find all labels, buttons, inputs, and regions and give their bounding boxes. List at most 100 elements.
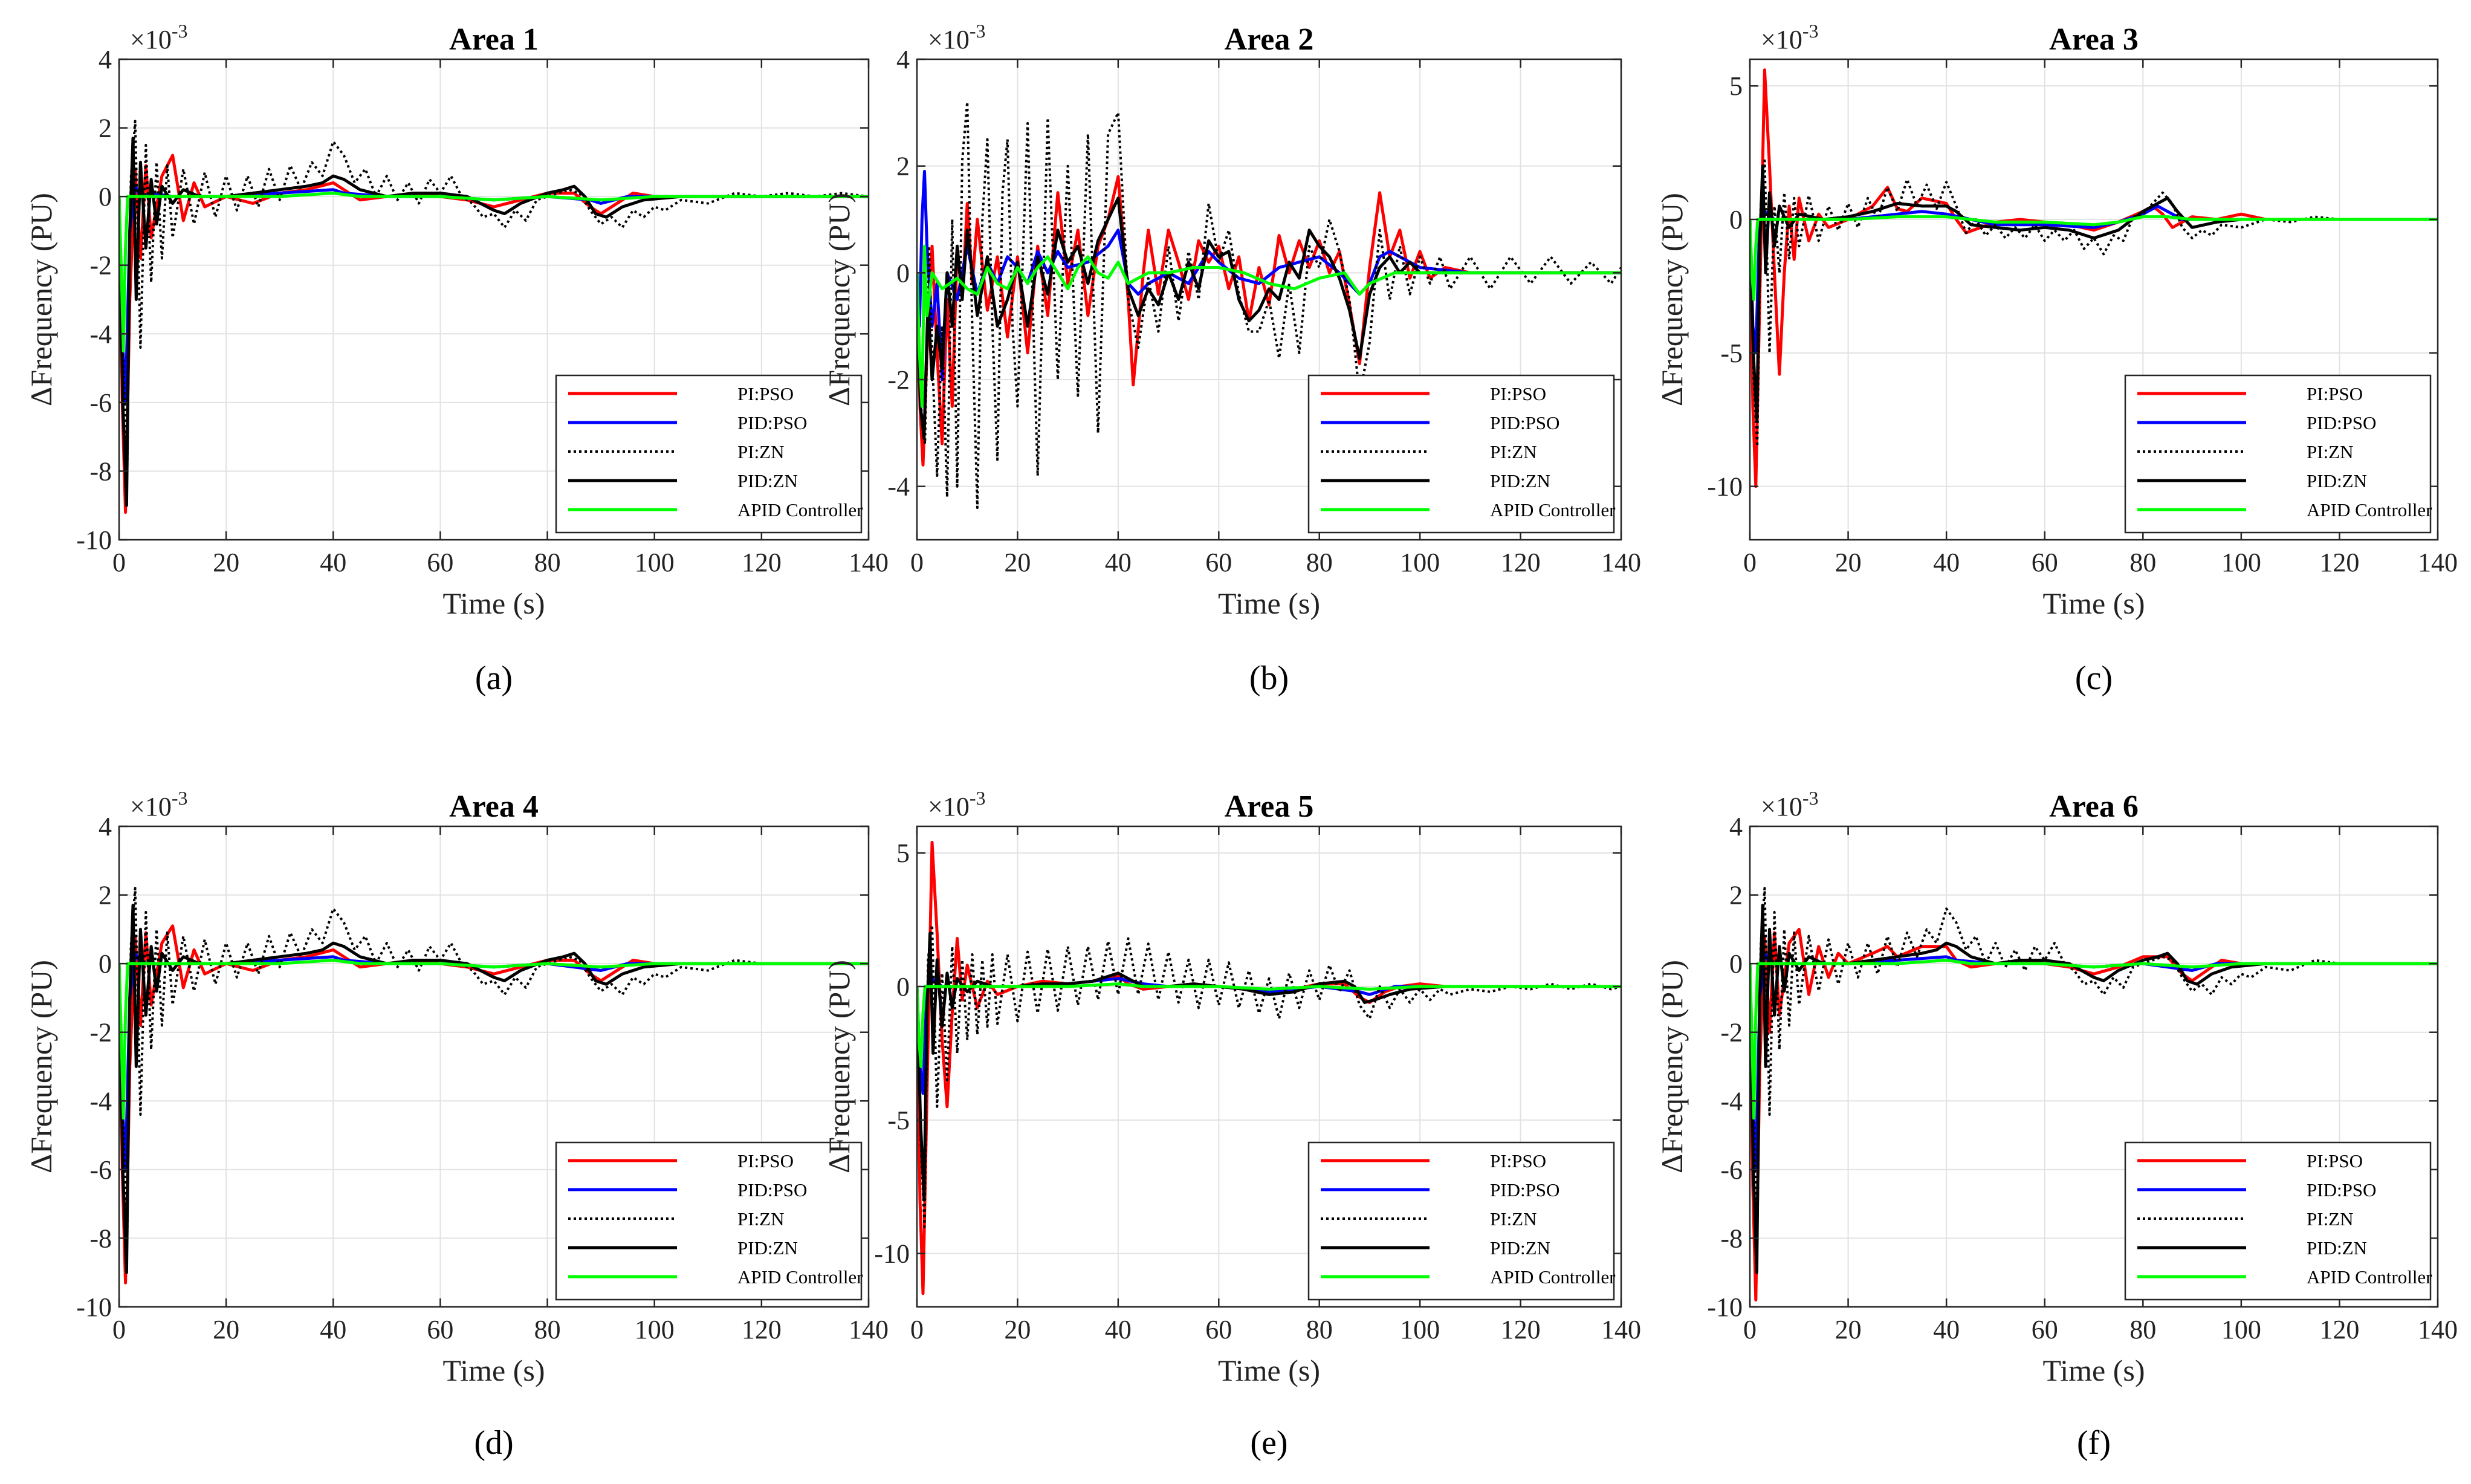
- legend-label: PI:PSO: [2307, 1150, 2363, 1171]
- series-line-apid-controller: [917, 982, 1621, 1068]
- x-tick-label: 60: [427, 1315, 453, 1344]
- x-tick-label: 40: [1933, 548, 1960, 577]
- plot-frame: [1749, 58, 2439, 541]
- x-tick-label: 60: [1205, 548, 1232, 577]
- y-exponent-base: ×10: [1761, 792, 1802, 821]
- series-line-pid-zn: [1750, 904, 2438, 1274]
- x-tick-label: 120: [1501, 548, 1541, 577]
- x-tick-label: 40: [1933, 1315, 1960, 1344]
- legend-label: PID:ZN: [737, 470, 798, 491]
- legend-label: APID Controller: [1490, 499, 1616, 520]
- legend-label: APID Controller: [2307, 1266, 2432, 1288]
- legend: PI:PSO PID:PSO PI:ZN PID:ZN APID Controller: [555, 1141, 863, 1301]
- y-tick-label: -4: [1720, 1086, 1743, 1116]
- y-exponent-label: ×10-3: [928, 787, 985, 821]
- x-tick-label: 80: [2129, 548, 2156, 577]
- x-tick-label: 140: [849, 548, 889, 577]
- y-tick-label: 2: [99, 114, 112, 143]
- x-tick-label: 140: [2418, 1315, 2458, 1344]
- series-line-pid-zn: [119, 904, 869, 1274]
- y-exponent-power: -3: [172, 787, 188, 809]
- chart-title: Area 1: [449, 22, 539, 57]
- x-tick-label: 80: [2129, 1315, 2156, 1344]
- x-tick-label: 60: [427, 548, 453, 577]
- x-tick-label: 80: [534, 548, 561, 577]
- subplot-label: (b): [1249, 659, 1289, 697]
- y-tick-label: 0: [896, 258, 910, 288]
- y-tick-label: -5: [1720, 339, 1743, 368]
- series-line-pid-zn: [1750, 164, 2438, 421]
- chart-panel-6: 0 20 40 60 80 100 120 140 -10 -8 -6 -4 -2 0 2 4 ×10-3 Are…: [1655, 787, 2458, 1462]
- plot-frame: [118, 58, 870, 541]
- x-tick-label: 20: [213, 1315, 239, 1344]
- x-axis-label: Time (s): [2042, 586, 2145, 620]
- series-line-apid-controller: [1750, 215, 2438, 301]
- y-tick-label: 4: [99, 45, 112, 74]
- series-group: [119, 887, 869, 1285]
- x-tick-label: 100: [2221, 548, 2261, 577]
- series-line-pid-zn: [119, 137, 869, 507]
- series-line-pi-zn: [917, 924, 1621, 1228]
- y-exponent-label: ×10-3: [1761, 20, 1818, 54]
- y-exponent-power: -3: [970, 787, 986, 809]
- series-line-apid-controller: [119, 959, 869, 1120]
- series-group: [119, 120, 869, 514]
- chart-title: Area 4: [449, 789, 539, 824]
- x-tick-label: 100: [2221, 1315, 2261, 1344]
- series-group: [917, 841, 1621, 1295]
- y-axis-label: ΔFrequency (PU): [1655, 193, 1689, 406]
- chart-title: Area 3: [2049, 22, 2139, 57]
- legend-label: PID:ZN: [1490, 1237, 1550, 1259]
- legend-label: PI:ZN: [737, 441, 785, 462]
- series-line-apid-controller: [917, 244, 1621, 408]
- legend-label: PID:PSO: [1490, 412, 1559, 433]
- subplot-label: (e): [1250, 1424, 1287, 1462]
- y-tick-label: -2: [1720, 1018, 1743, 1048]
- plot-frame: [118, 825, 870, 1308]
- y-tick-label: -5: [887, 1106, 910, 1135]
- legend-label: PID:PSO: [2307, 1179, 2376, 1200]
- x-tick-label: 60: [2032, 548, 2058, 577]
- legend-label: APID Controller: [737, 1266, 863, 1288]
- legend-box: [555, 374, 863, 534]
- x-tick-label: 140: [849, 1315, 889, 1344]
- y-tick-label: -10: [1707, 1292, 1743, 1322]
- legend-label: APID Controller: [2307, 499, 2432, 520]
- legend-label: PI:ZN: [2307, 441, 2354, 462]
- series-line-apid-controller: [119, 192, 869, 353]
- x-tick-label: 120: [2319, 548, 2359, 577]
- plot-frame: [916, 825, 1622, 1308]
- y-tick-label: -6: [89, 388, 112, 418]
- y-exponent-base: ×10: [130, 792, 172, 821]
- y-tick-label: -10: [1707, 472, 1743, 502]
- x-tick-label: 100: [635, 1315, 675, 1344]
- x-tick-label: 0: [910, 1315, 924, 1344]
- series-group: [917, 100, 1621, 509]
- y-tick-label: -8: [1720, 1223, 1743, 1253]
- x-tick-label: 60: [2032, 1315, 2058, 1344]
- x-tick-label: 120: [742, 548, 782, 577]
- x-tick-label: 80: [534, 1315, 561, 1344]
- legend-label: PI:ZN: [2307, 1208, 2354, 1230]
- legend-label: PI:PSO: [2307, 383, 2363, 404]
- y-tick-label: -10: [874, 1239, 910, 1269]
- legend: PI:PSO PID:PSO PI:ZN PID:ZN APID Controller: [555, 374, 863, 534]
- y-tick-label: 2: [99, 881, 112, 910]
- y-exponent-label: ×10-3: [130, 20, 187, 54]
- y-exponent-power: -3: [172, 20, 188, 42]
- series-group: [1750, 887, 2438, 1302]
- y-tick-label: 4: [99, 812, 112, 841]
- x-tick-label: 40: [320, 1315, 346, 1344]
- chart-panel-2: 0 20 40 60 80 100 120 140 -4 -2 0 2 4 ×10-3 Area 2 Time…: [822, 20, 1641, 697]
- legend-label: PI:PSO: [1490, 383, 1546, 404]
- legend-label: PID:PSO: [2307, 412, 2376, 433]
- y-exponent-label: ×10-3: [1761, 787, 1818, 821]
- y-tick-label: 4: [1729, 812, 1743, 841]
- x-axis-label: Time (s): [1218, 1353, 1320, 1387]
- x-tick-label: 120: [1501, 1315, 1541, 1344]
- legend-label: PI:ZN: [1490, 441, 1537, 462]
- y-exponent-base: ×10: [928, 792, 970, 821]
- legend-box: [1307, 374, 1615, 534]
- legend: PI:PSO PID:PSO PI:ZN PID:ZN APID Controller: [1307, 1141, 1616, 1301]
- x-tick-label: 140: [1601, 1315, 1641, 1344]
